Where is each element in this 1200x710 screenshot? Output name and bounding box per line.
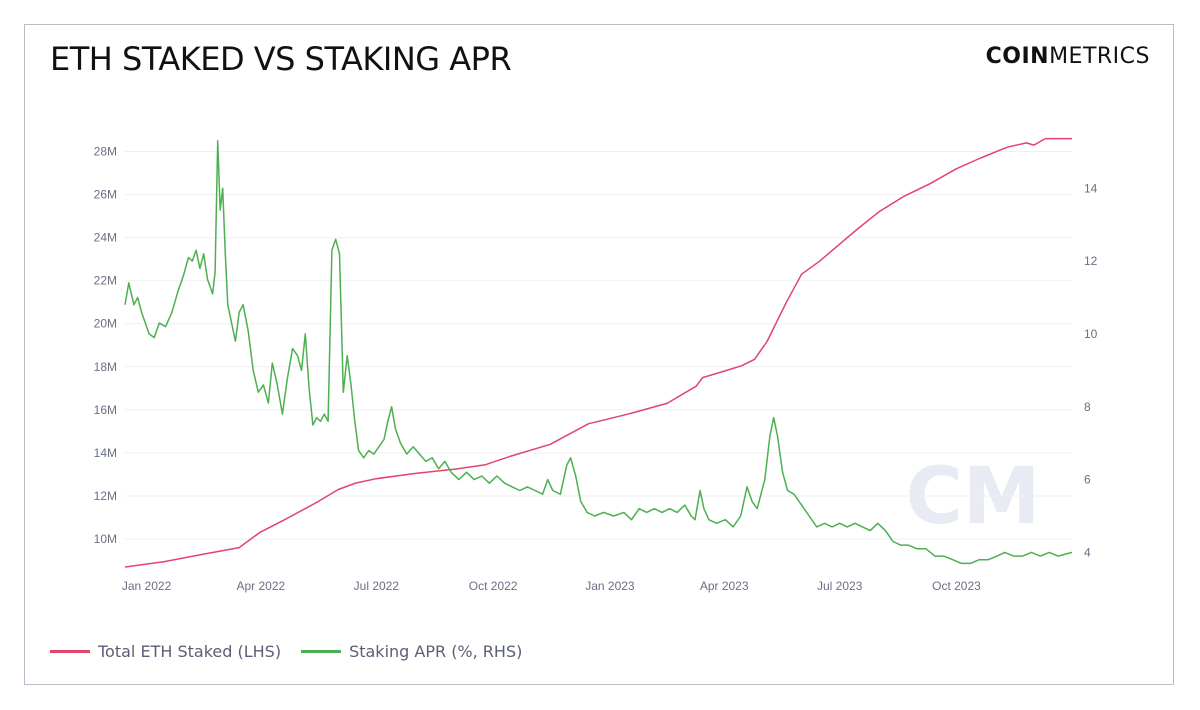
y-left-tick-label: 16M <box>94 403 117 417</box>
brand-logo: COINMETRICS <box>986 44 1150 69</box>
series-lines <box>124 137 1073 568</box>
y-left-tick-label: 18M <box>94 360 117 374</box>
legend-label-staked: Total ETH Staked (LHS) <box>98 641 282 661</box>
y-axis-left: 10M 12M 14M 16M 18M 20M 22M 24M 26M 28M <box>94 145 117 546</box>
chart-title: ETH STAKED VS STAKING APR <box>50 40 512 78</box>
y-left-tick-label: 20M <box>94 317 117 331</box>
x-tick-label: Jan 2023 <box>585 579 635 593</box>
legend: Total ETH Staked (LHS) Staking APR (%, R… <box>50 640 542 662</box>
y-right-tick-label: 10 <box>1084 327 1098 341</box>
y-right-tick-label: 12 <box>1084 254 1098 268</box>
y-left-tick-label: 10M <box>94 532 117 546</box>
x-tick-label: Jul 2022 <box>354 579 400 593</box>
y-left-tick-label: 28M <box>94 145 117 159</box>
y-left-tick-label: 26M <box>94 188 117 202</box>
y-right-tick-label: 8 <box>1084 400 1091 414</box>
brand-bold-text: COIN <box>985 44 1050 69</box>
y-left-tick-label: 12M <box>94 489 117 503</box>
watermark-logo: CM <box>906 452 1041 542</box>
y-left-tick-label: 14M <box>94 446 117 460</box>
series-line-total-eth-staked <box>124 137 1072 568</box>
x-tick-label: Jan 2022 <box>122 579 172 593</box>
y-right-tick-label: 6 <box>1084 473 1091 487</box>
x-tick-label: Apr 2022 <box>236 579 285 593</box>
x-tick-label: Apr 2023 <box>700 579 749 593</box>
x-axis: Jan 2022 Apr 2022 Jul 2022 Oct 2022 Jan 2023… <box>122 579 981 593</box>
legend-swatch-apr <box>301 649 342 653</box>
y-right-tick-label: 4 <box>1084 545 1091 559</box>
legend-item-apr[interactable]: Staking APR (%, RHS) <box>301 642 522 661</box>
x-tick-label: Oct 2023 <box>932 579 981 593</box>
y-axis-right: 4 6 8 10 12 14 <box>1084 181 1098 559</box>
y-right-tick-label: 14 <box>1084 181 1098 195</box>
y-left-tick-label: 24M <box>94 231 117 245</box>
series-line-staking-apr <box>124 140 1073 565</box>
legend-swatch-staked <box>50 649 90 653</box>
legend-label-apr: Staking APR (%, RHS) <box>349 641 523 661</box>
x-tick-label: Jul 2023 <box>817 579 863 593</box>
y-left-tick-label: 22M <box>94 274 117 288</box>
legend-item-staked[interactable]: Total ETH Staked (LHS) <box>50 642 281 661</box>
chart-frame <box>24 24 1174 685</box>
brand-light-text: METRICS <box>1049 44 1150 69</box>
x-tick-label: Oct 2022 <box>469 579 518 593</box>
